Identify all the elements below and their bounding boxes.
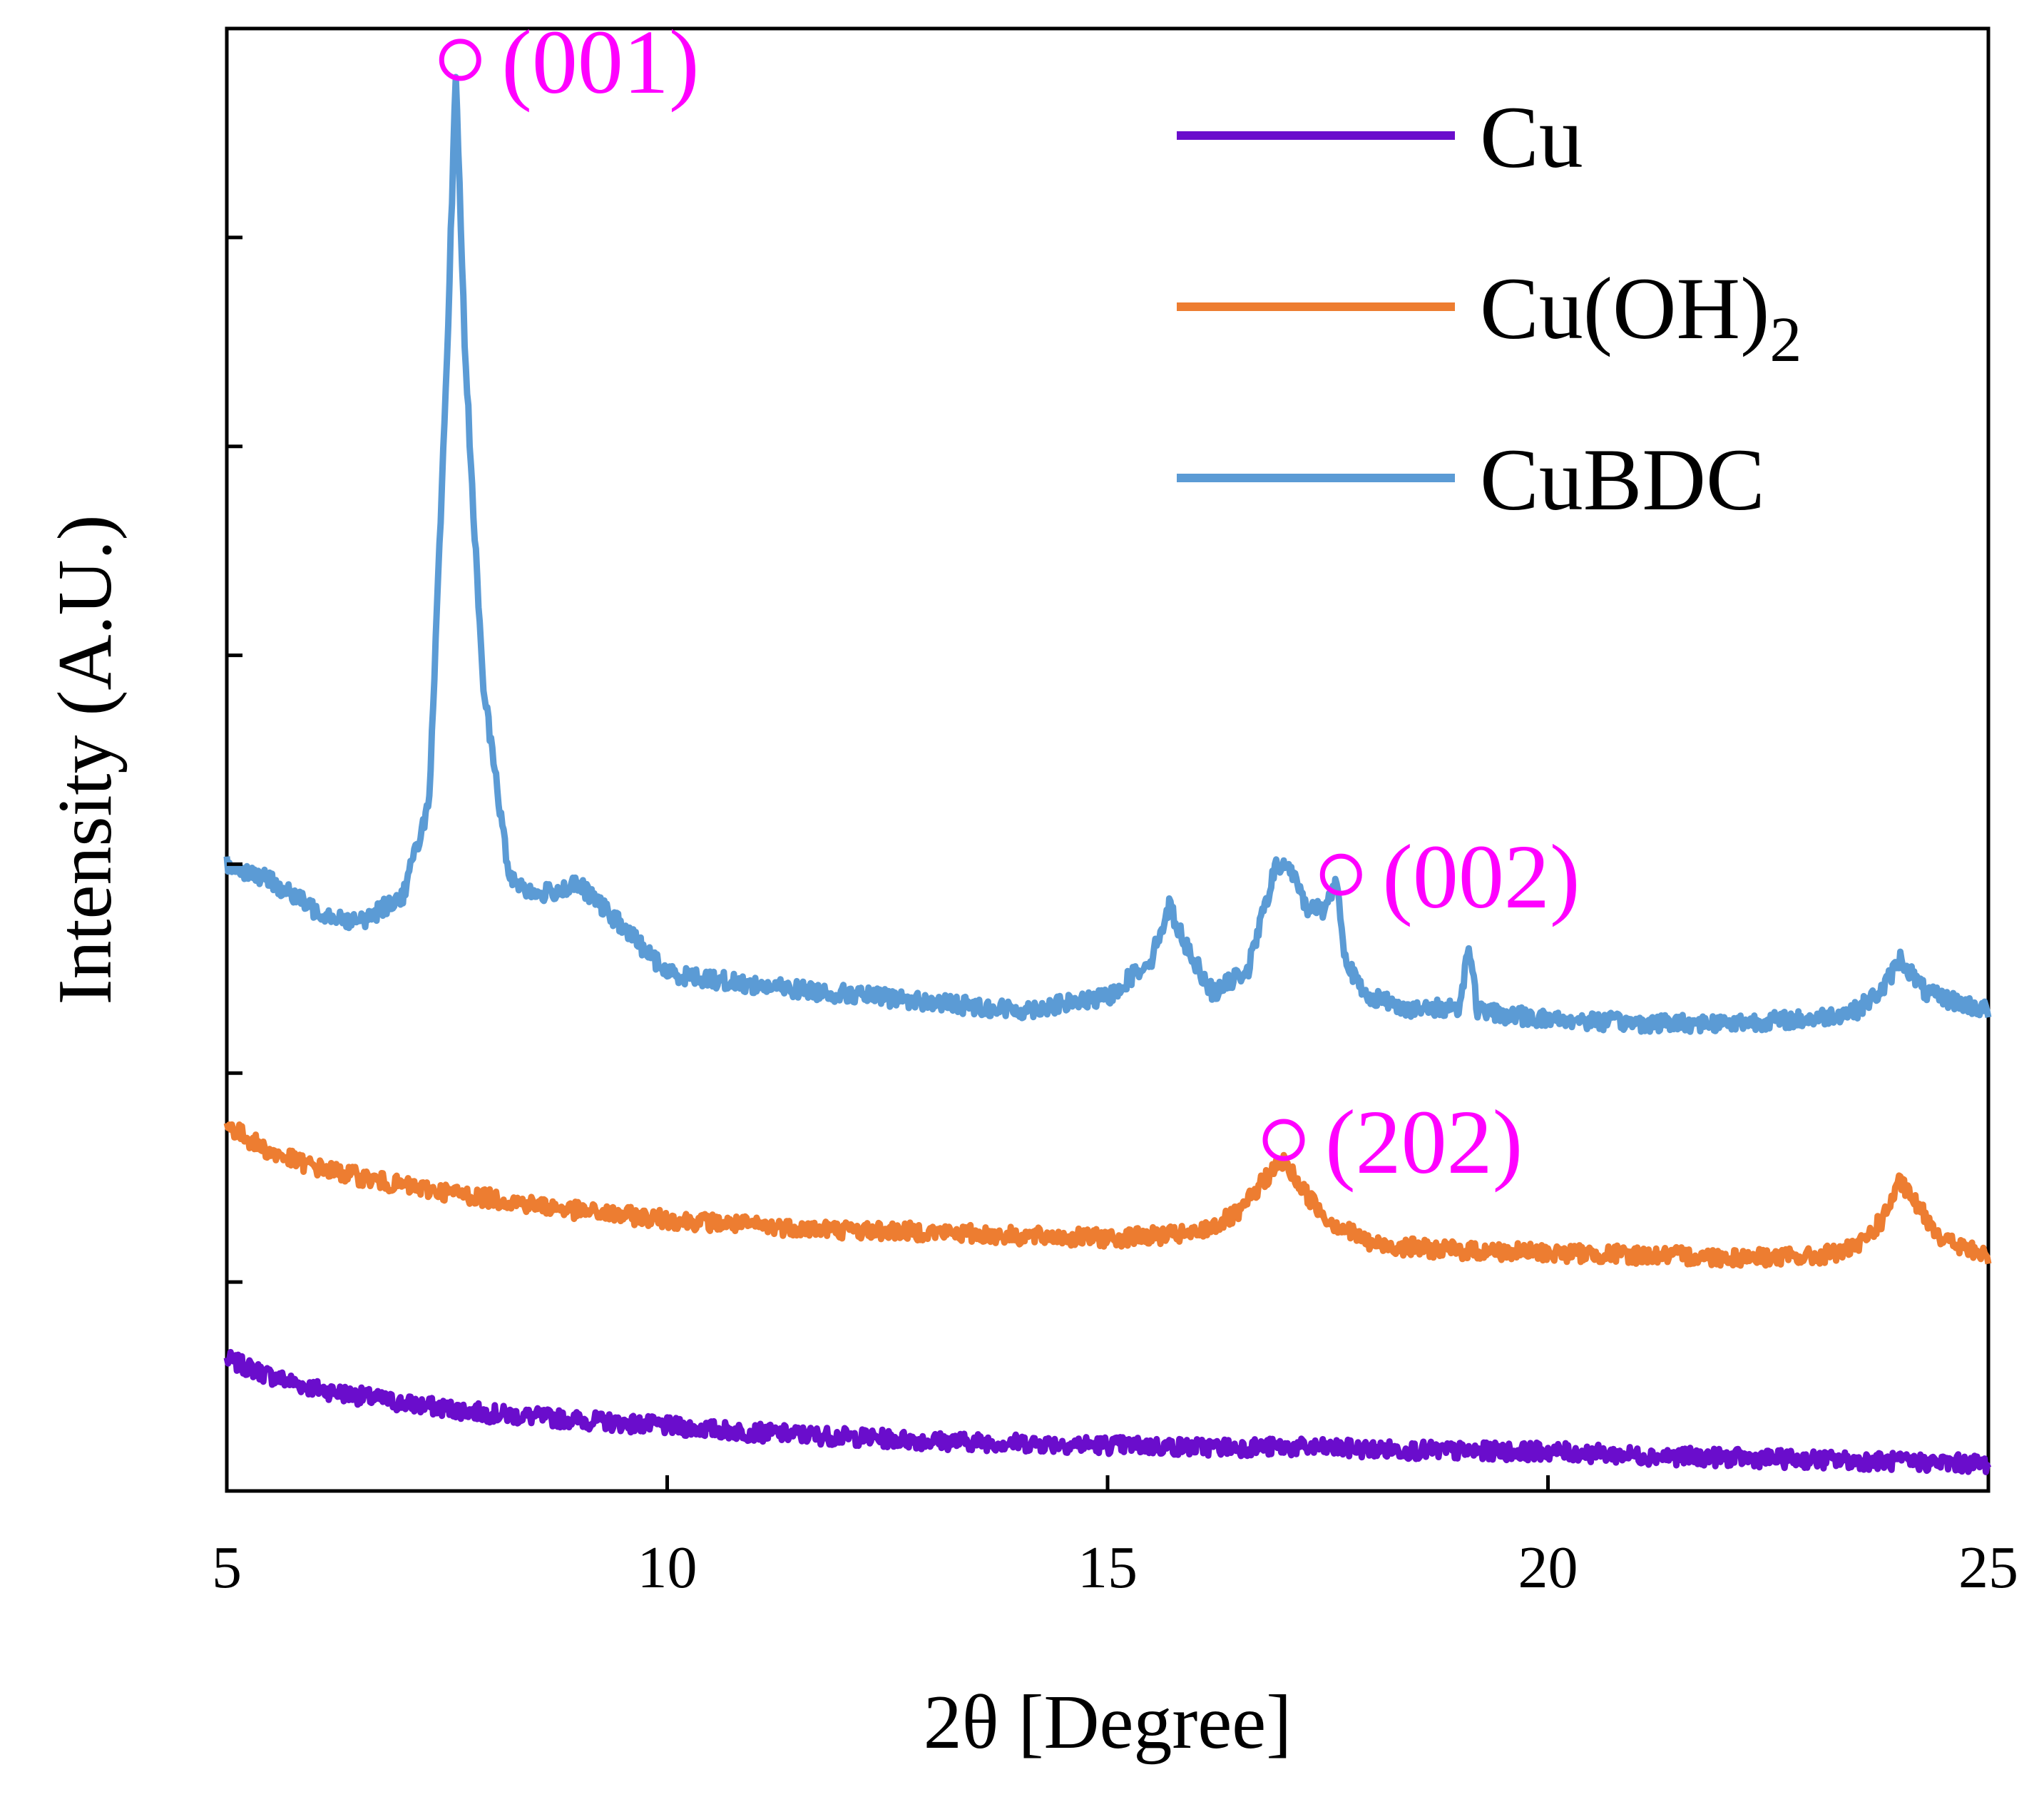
x-tick-label: 25 [1958, 1534, 2018, 1601]
x-tick-label: 5 [212, 1534, 242, 1601]
x-tick-label: 15 [1078, 1534, 1138, 1601]
legend: Cu Cu(OH)2 CuBDC [1177, 88, 1802, 529]
legend-label-cu: Cu [1480, 88, 1583, 186]
peak-label-002: (002) [1382, 826, 1580, 927]
series-line-cu [223, 1348, 1992, 1475]
series-line-cu-oh-2 [223, 1121, 1992, 1269]
series-layer [223, 73, 1992, 1475]
x-axis-title: 2θ [Degree] [924, 1680, 1292, 1765]
peak-marker-002 [1319, 853, 1362, 896]
x-axis-ticks: 5 10 15 20 25 [212, 1475, 2018, 1601]
legend-label-cubdc: CuBDC [1480, 431, 1765, 529]
peak-marker-202 [1262, 1119, 1305, 1161]
peak-label-202: (202) [1325, 1091, 1523, 1193]
y-axis-ticks [227, 26, 242, 1284]
peak-marker-001 [439, 39, 481, 81]
y-axis-title: Intensity (A.U.) [43, 515, 128, 1005]
peak-annotations: (001) (002) (202) [439, 11, 1580, 1193]
legend-label-cu-oh-2: Cu(OH)2 [1480, 260, 1802, 375]
series-line-cubdc [223, 73, 1992, 1035]
x-tick-label: 20 [1518, 1534, 1578, 1601]
peak-label-001: (001) [501, 11, 699, 113]
x-tick-label: 10 [638, 1534, 697, 1601]
